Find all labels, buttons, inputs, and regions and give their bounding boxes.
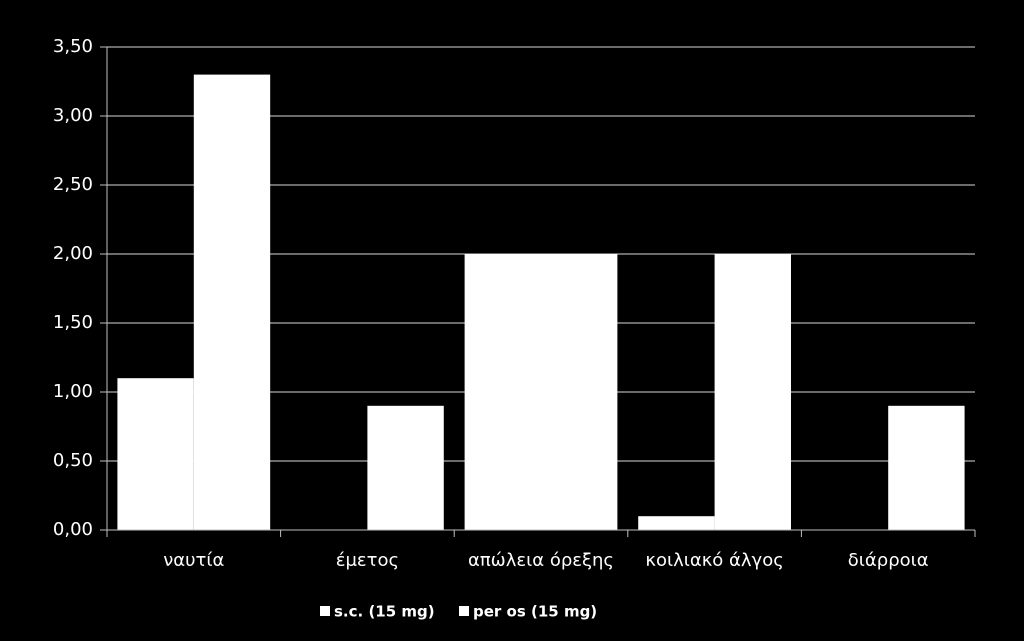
y-tick-label: 3,00 [53,105,93,126]
y-tick-label: 3,50 [53,36,93,57]
legend-swatch [459,606,469,616]
bar [714,254,791,530]
bar [117,378,194,530]
y-tick-label: 1,50 [53,312,93,333]
y-tick-label: 1,00 [53,381,93,402]
x-tick-label: κοιλιακό άλγος [645,550,783,571]
y-tick-label: 2,50 [53,174,93,195]
bar [367,405,444,530]
bar [888,405,965,530]
x-tick-label: απώλεια όρεξης [468,550,614,571]
x-tick-label: έμετος [336,550,399,571]
x-tick-label: διάρροια [848,550,929,571]
bar [193,74,271,530]
bar [638,516,715,530]
legend-label: s.c. (15 mg) [334,603,435,621]
y-tick-label: 0,00 [53,519,93,540]
y-tick-label: 0,50 [53,450,93,471]
legend-swatch [320,606,330,616]
x-tick-label: ναυτία [163,550,224,571]
y-tick-label: 2,00 [53,243,93,264]
bar [464,254,541,530]
bar [541,254,618,530]
legend-label: per os (15 mg) [473,603,597,621]
